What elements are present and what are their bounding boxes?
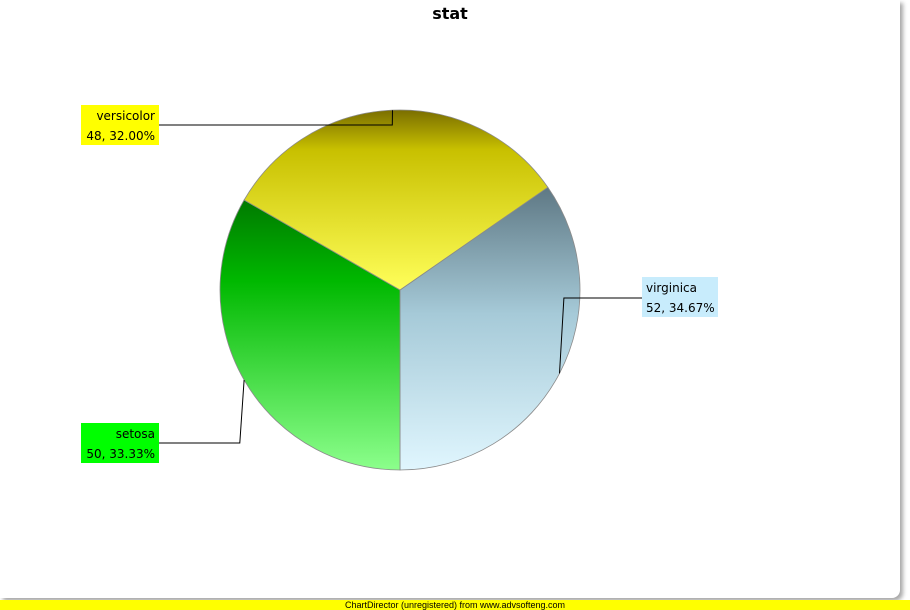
- watermark-footer: ChartDirector (unregistered) from www.ad…: [0, 600, 910, 610]
- leader-line-versicolor: [159, 110, 393, 126]
- label-value-virginica: 52, 34.67%: [646, 301, 715, 315]
- label-box-versicolor: [81, 105, 159, 145]
- label-box-setosa: [81, 423, 159, 463]
- label-value-versicolor: 48, 32.00%: [86, 129, 155, 143]
- label-value-setosa: 50, 33.33%: [86, 447, 155, 461]
- label-name-versicolor: versicolor: [96, 109, 155, 123]
- chart-title: stat: [432, 4, 468, 23]
- leader-line-virginica: [559, 297, 642, 374]
- label-name-setosa: setosa: [116, 427, 155, 441]
- label-box-virginica: [642, 277, 718, 317]
- leader-line-setosa: [159, 379, 245, 444]
- pie-slice-setosa[interactable]: [219, 199, 401, 471]
- label-name-virginica: virginica: [646, 281, 697, 295]
